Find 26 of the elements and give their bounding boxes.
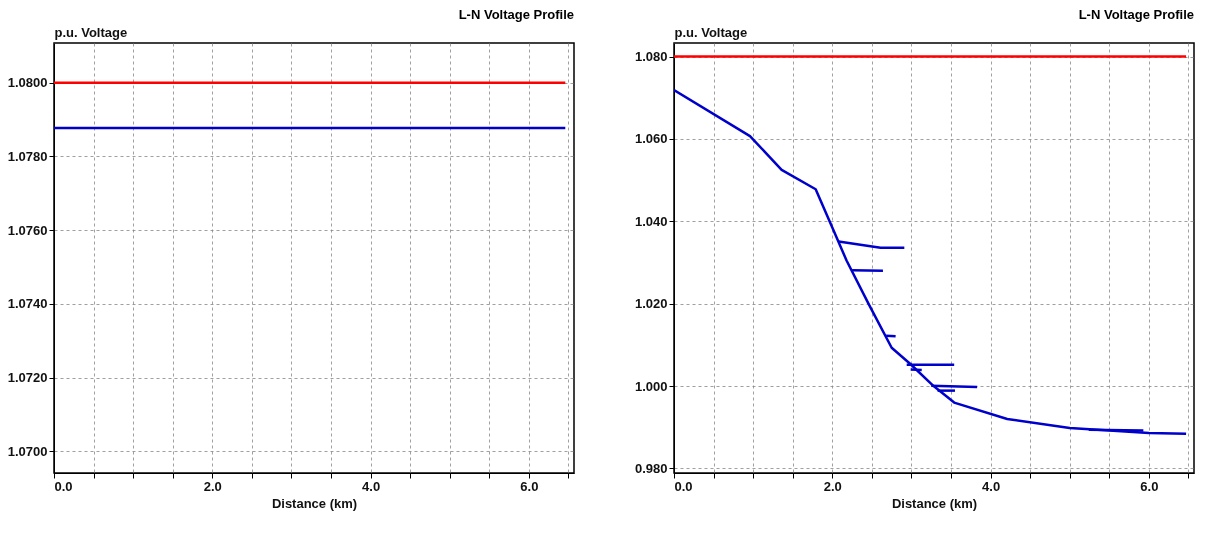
y-axis-title: p.u. Voltage xyxy=(674,24,748,40)
x-tick-label: 2.0 xyxy=(203,478,222,494)
x-tick-label: 2.0 xyxy=(823,478,842,494)
chart-title: L-N Voltage Profile xyxy=(458,7,574,22)
y-tick-label: 1.040 xyxy=(634,213,668,229)
x-tick-label: 4.0 xyxy=(362,478,381,494)
y-tick-label: 1.0720 xyxy=(7,370,48,386)
y-tick-label: 1.020 xyxy=(634,296,668,312)
x-tick-label: 4.0 xyxy=(982,478,1001,494)
y-tick-label: 1.0800 xyxy=(7,75,48,91)
y-tick-label: 1.000 xyxy=(634,378,668,394)
y-tick-label: 0.980 xyxy=(634,460,668,476)
x-axis-title: Distance (km) xyxy=(271,495,358,511)
y-tick-label: 1.0740 xyxy=(7,296,48,312)
y-tick-label: 1.080 xyxy=(634,49,668,65)
y-tick-label: 1.060 xyxy=(634,131,668,147)
y-tick-label: 1.0700 xyxy=(7,443,48,459)
x-tick-label: 6.0 xyxy=(520,478,539,494)
x-tick-label: 6.0 xyxy=(1140,478,1159,494)
y-tick-label: 1.0780 xyxy=(7,148,48,164)
x-tick-label: 0.0 xyxy=(674,478,693,494)
chart-title: L-N Voltage Profile xyxy=(1078,7,1194,22)
x-tick-label: 0.0 xyxy=(54,478,73,494)
y-tick-label: 1.0760 xyxy=(7,222,48,238)
x-axis-title: Distance (km) xyxy=(891,495,978,511)
y-axis-title: p.u. Voltage xyxy=(54,24,128,40)
